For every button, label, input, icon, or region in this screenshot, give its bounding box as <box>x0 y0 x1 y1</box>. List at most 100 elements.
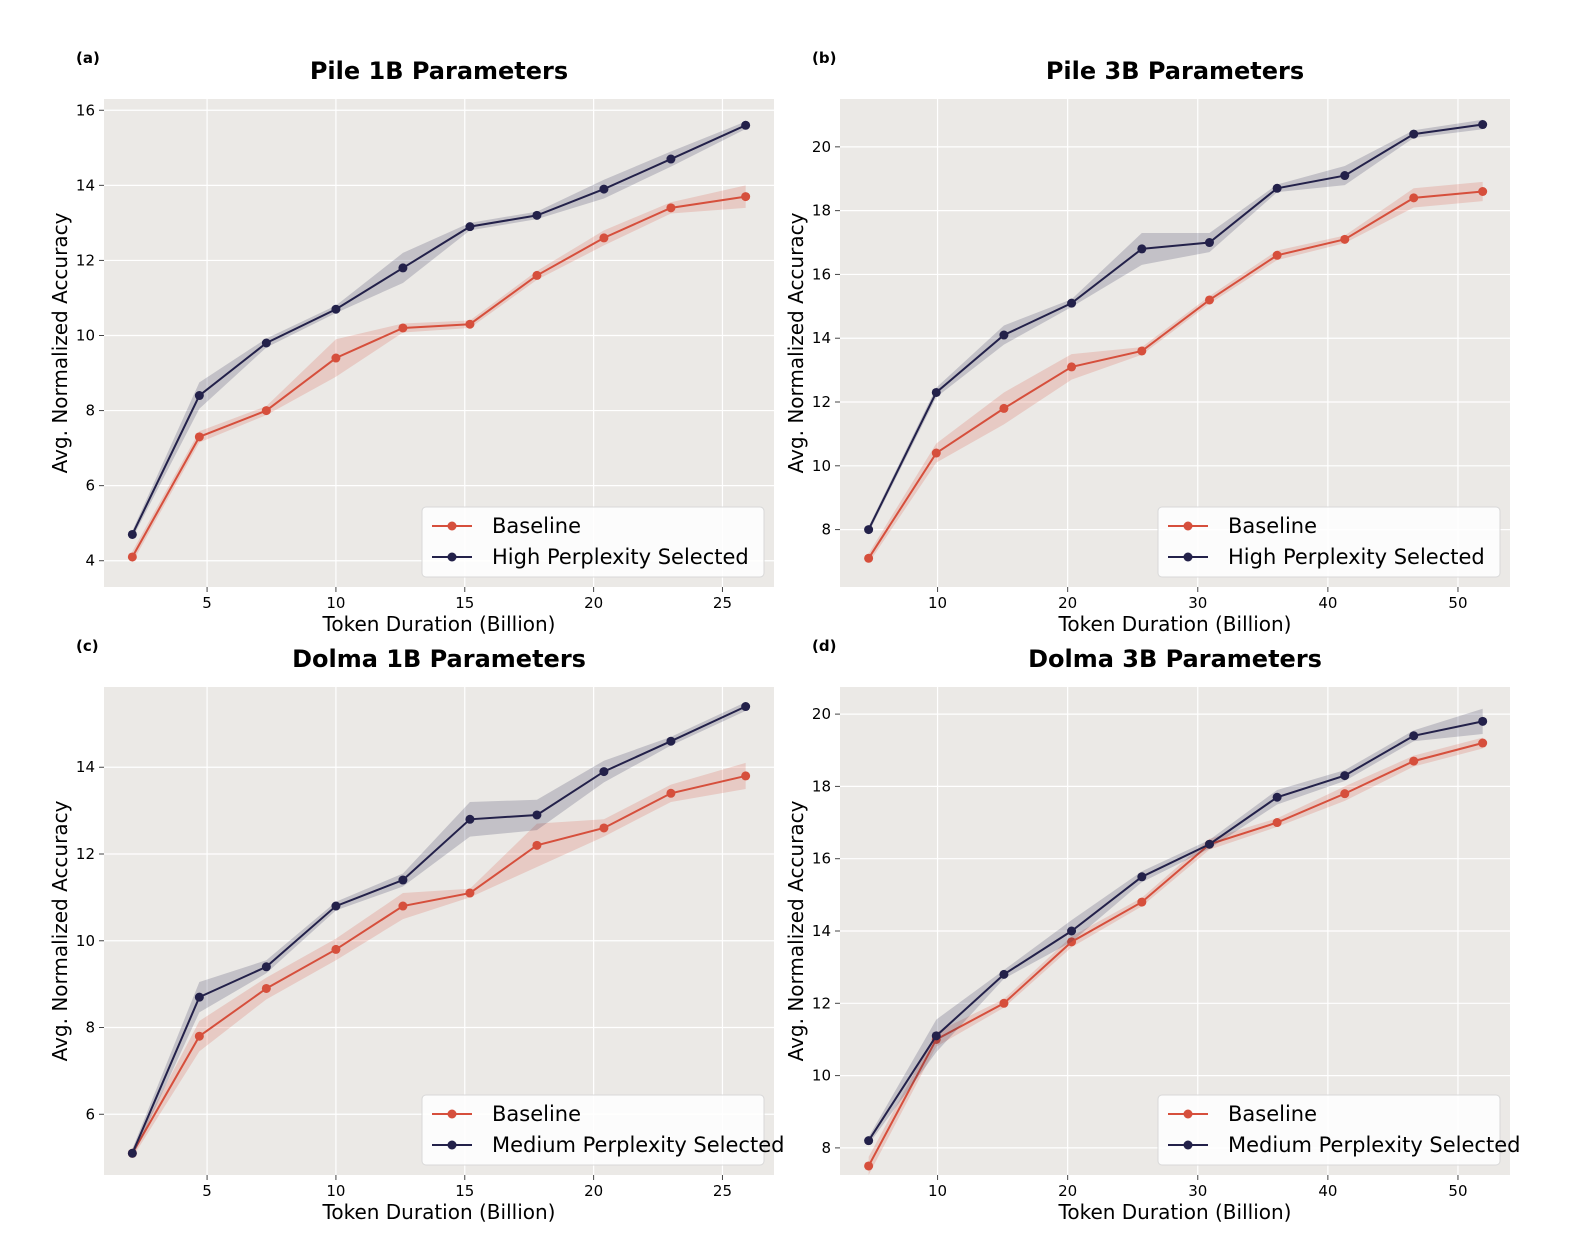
y-tick-label: 18 <box>812 202 831 220</box>
series-line <box>867 742 1483 1167</box>
y-tick-label: 14 <box>812 922 831 940</box>
data-point <box>1409 193 1419 203</box>
x-axis-label: Token Duration (Billion) <box>322 612 556 636</box>
data-point <box>1272 792 1282 802</box>
y-tick-label: 14 <box>76 758 95 776</box>
legend-marker <box>447 552 457 562</box>
y-axis-label: Avg. Normalized Accuracy <box>784 212 808 473</box>
data-point <box>741 771 751 781</box>
data-point <box>465 888 475 898</box>
series-line <box>131 705 747 1154</box>
data-point <box>261 406 271 416</box>
data-point <box>864 525 874 535</box>
data-point <box>666 788 676 798</box>
y-tick-label: 18 <box>812 777 831 795</box>
data-point <box>864 1136 874 1146</box>
series-line <box>131 124 747 535</box>
data-point <box>999 969 1009 979</box>
data-point <box>331 304 341 314</box>
data-point <box>1204 238 1214 248</box>
legend-box <box>421 1094 765 1166</box>
data-point <box>599 184 609 194</box>
data-point <box>999 330 1009 340</box>
legend-marker <box>1183 1140 1193 1150</box>
data-point <box>1409 756 1419 766</box>
data-point <box>864 1161 874 1171</box>
y-tick-label: 8 <box>821 521 831 539</box>
series-line <box>867 720 1483 1142</box>
data-point <box>398 263 408 273</box>
y-tick-label: 20 <box>812 705 831 723</box>
x-tick-label: 15 <box>455 594 474 612</box>
chart-svg-d: 10 20 30 40 50 8 10 12 14 16 18 20 Baseline Medium Pe… <box>784 637 1520 1224</box>
data-point <box>999 998 1009 1008</box>
plot-area <box>840 99 1510 587</box>
y-axis-label: Avg. Normalized Accuracy <box>48 800 72 1061</box>
legend-label: Baseline <box>492 514 581 538</box>
x-tick-label: 50 <box>1448 594 1467 612</box>
chart-title: Pile 3B Parameters <box>1046 57 1304 85</box>
legend: Baseline Medium Perplexity Selected <box>1157 1094 1520 1166</box>
data-point <box>532 270 542 280</box>
data-point <box>398 323 408 333</box>
data-point <box>599 823 609 833</box>
legend: Baseline Medium Perplexity Selected <box>421 1094 784 1166</box>
panel-letter: (b) <box>812 49 836 67</box>
y-tick-label: 14 <box>812 329 831 347</box>
x-tick-label: 20 <box>1058 594 1077 612</box>
chart-title: Pile 1B Parameters <box>310 57 568 85</box>
data-point <box>194 1031 204 1041</box>
grid <box>840 687 1510 1175</box>
data-point <box>1067 926 1077 936</box>
y-tick-label: 16 <box>76 101 95 119</box>
data-point <box>599 233 609 243</box>
legend-marker <box>1183 1109 1193 1119</box>
data-point <box>532 840 542 850</box>
x-axis-label: Token Duration (Billion) <box>322 1200 556 1224</box>
plot-area <box>104 99 774 587</box>
series-0 <box>127 185 751 563</box>
y-tick-label: 6 <box>85 477 95 495</box>
data-point <box>931 387 941 397</box>
series-1 <box>127 120 751 539</box>
legend-marker <box>447 1109 457 1119</box>
panel-letter: (a) <box>76 49 100 67</box>
data-point <box>127 529 137 539</box>
x-tick-label: 30 <box>1188 594 1207 612</box>
plot-area <box>104 687 774 1175</box>
data-point <box>741 192 751 202</box>
data-point <box>127 1148 137 1158</box>
grid <box>104 99 774 587</box>
y-tick-label: 10 <box>812 1067 831 1085</box>
data-point <box>465 319 475 329</box>
y-tick-label: 6 <box>85 1105 95 1123</box>
data-point <box>931 448 941 458</box>
y-tick-label: 12 <box>76 251 95 269</box>
x-tick-label: 10 <box>326 1182 345 1200</box>
x-tick-label: 15 <box>455 1182 474 1200</box>
x-tick-label: 20 <box>584 1182 603 1200</box>
x-tick-label: 5 <box>202 594 212 612</box>
data-point <box>1067 298 1077 308</box>
y-tick-label: 4 <box>85 552 95 570</box>
y-tick-label: 8 <box>85 402 95 420</box>
legend-label: Baseline <box>1228 514 1317 538</box>
legend-label: Medium Perplexity Selected <box>1228 1133 1520 1157</box>
data-point <box>599 767 609 777</box>
data-point <box>127 552 137 562</box>
data-point <box>864 553 874 563</box>
x-tick-label: 5 <box>202 1182 212 1200</box>
data-point <box>1272 818 1282 828</box>
y-tick-label: 20 <box>812 138 831 156</box>
data-point <box>666 736 676 746</box>
data-point <box>194 391 204 401</box>
data-point <box>999 403 1009 413</box>
x-tick-label: 30 <box>1188 1182 1207 1200</box>
y-tick-label: 12 <box>812 994 831 1012</box>
y-tick-label: 10 <box>76 326 95 344</box>
x-tick-label: 25 <box>713 594 732 612</box>
series-0 <box>864 181 1488 564</box>
data-point <box>1204 295 1214 305</box>
chart-svg-a: 5 10 15 20 25 4 6 8 10 12 14 16 Baseline High Perplex… <box>48 49 774 636</box>
data-point <box>331 944 341 954</box>
